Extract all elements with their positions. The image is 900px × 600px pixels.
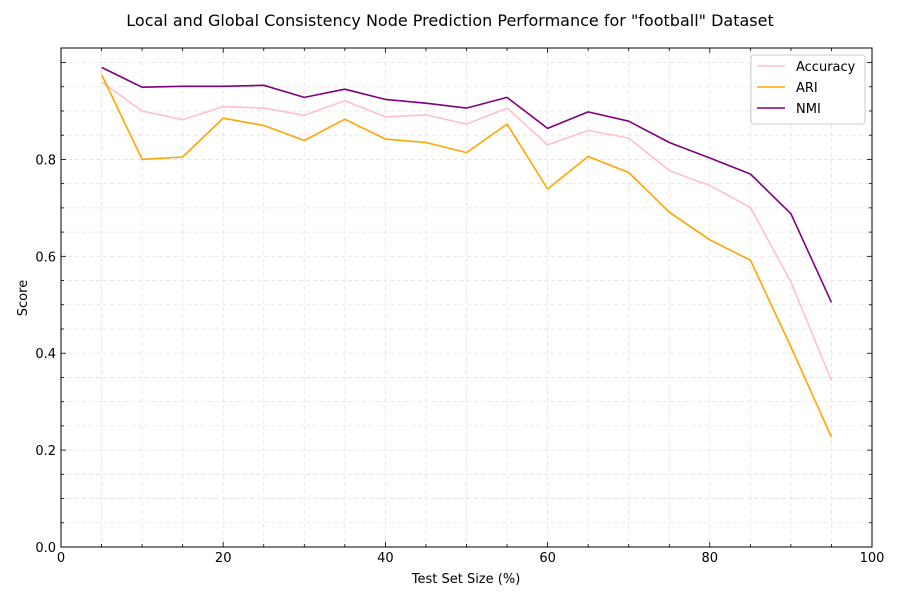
y-tick-label: 0.0: [35, 541, 56, 556]
y-tick-label: 0.8: [35, 153, 56, 168]
y-tick-label: 0.4: [35, 347, 56, 362]
y-axis-label: Score: [16, 280, 31, 316]
x-tick-label: 20: [215, 551, 232, 566]
grid: [61, 48, 872, 547]
chart-title: Local and Global Consistency Node Predic…: [126, 11, 773, 30]
legend: Accuracy ARI NMI: [750, 54, 866, 125]
x-tick-label: 80: [702, 551, 719, 566]
x-axis-label: Test Set Size (%): [411, 572, 521, 587]
legend-label-ari: ARI: [796, 81, 818, 96]
axis-ticks: 0 20 40 60 80 100 0.0 0.2 0.4 0.6 0.8: [35, 48, 884, 566]
series-line-nmi: [101, 66, 833, 303]
series-line-accuracy: [101, 81, 833, 381]
x-tick-label: 60: [539, 551, 556, 566]
x-tick-label: 0: [57, 551, 65, 566]
x-tick-label: 40: [377, 551, 394, 566]
series-line-ari: [100, 74, 833, 438]
series-lines: [100, 66, 833, 438]
x-tick-label: 100: [860, 551, 885, 566]
legend-box: [750, 54, 866, 125]
plot-frame: [60, 47, 873, 548]
legend-label-accuracy: Accuracy: [796, 60, 856, 75]
y-tick-label: 0.2: [35, 444, 56, 459]
y-tick-label: 0.6: [35, 250, 56, 265]
legend-label-nmi: NMI: [796, 102, 821, 117]
